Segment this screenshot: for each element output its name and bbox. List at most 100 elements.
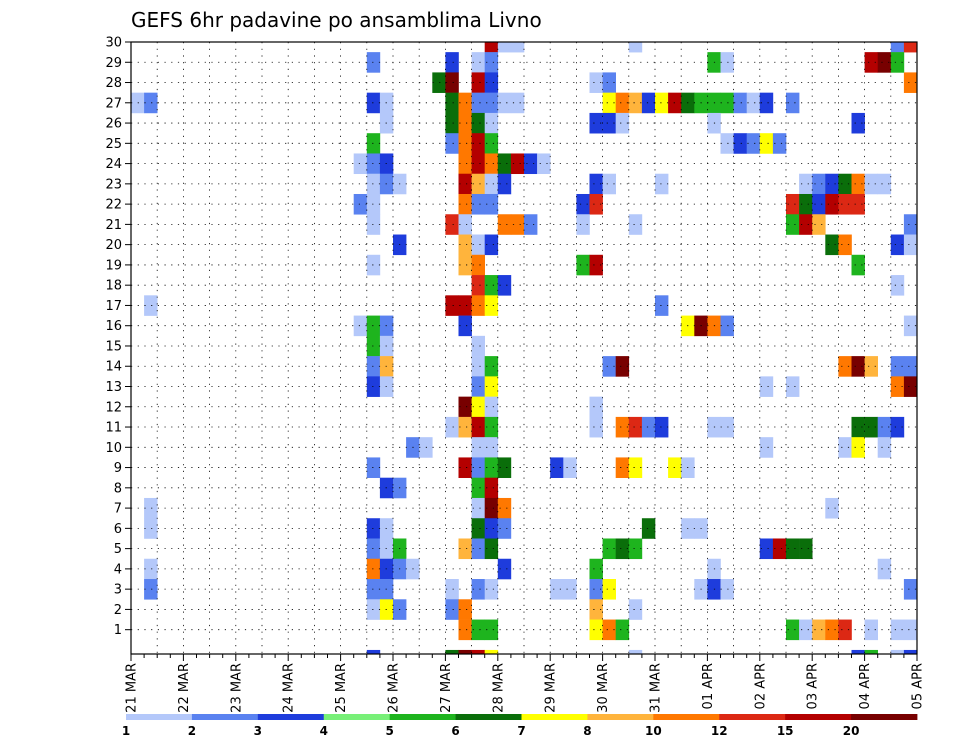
colorbar-swatch bbox=[323, 714, 391, 720]
heat-cell bbox=[851, 193, 865, 215]
heat-cell bbox=[903, 234, 918, 256]
heat-cell bbox=[864, 52, 878, 73]
heat-cell bbox=[471, 538, 485, 560]
heat-cell bbox=[144, 518, 158, 539]
y-tick-label: 1 bbox=[114, 623, 122, 638]
heat-cell bbox=[432, 72, 446, 93]
heat-cell bbox=[445, 72, 459, 93]
heat-cell bbox=[903, 315, 918, 337]
heat-cell bbox=[484, 538, 499, 560]
x-tick-label: 02 APR bbox=[753, 663, 768, 709]
heat-cell bbox=[877, 437, 892, 458]
heat-cell bbox=[366, 335, 381, 357]
heat-cell bbox=[838, 193, 852, 215]
heat-cell bbox=[366, 214, 381, 235]
y-tick-label: 26 bbox=[105, 117, 122, 132]
heat-cell bbox=[720, 579, 734, 600]
colorbar-label: 10 bbox=[645, 724, 662, 738]
heat-cell bbox=[720, 315, 734, 337]
x-tick-label: 30 MAR bbox=[596, 663, 611, 713]
heat-cell bbox=[641, 518, 656, 539]
x-tick-label: 27 MAR bbox=[439, 663, 454, 713]
heat-cell bbox=[471, 579, 485, 600]
x-tick-label: 01 APR bbox=[701, 663, 716, 709]
heat-cell bbox=[628, 599, 643, 620]
heat-cell bbox=[602, 579, 616, 600]
heat-cell bbox=[471, 437, 485, 458]
heat-cell bbox=[655, 416, 669, 438]
heat-cell bbox=[471, 477, 485, 499]
y-tick-label: 10 bbox=[105, 441, 122, 456]
heat-cell bbox=[366, 457, 381, 478]
plot-frame bbox=[130, 41, 918, 655]
heat-cell bbox=[772, 538, 787, 560]
y-tick-label: 12 bbox=[105, 400, 122, 415]
heat-cell bbox=[366, 92, 381, 114]
heat-cell bbox=[366, 315, 381, 337]
heat-cell bbox=[484, 376, 499, 397]
heat-cell bbox=[890, 619, 905, 641]
heat-cell bbox=[786, 214, 800, 235]
heat-cell bbox=[799, 193, 813, 215]
heat-cell bbox=[602, 538, 616, 560]
heat-cell bbox=[851, 649, 865, 655]
x-tick-label: 24 MAR bbox=[282, 663, 297, 713]
x-tick-label: 23 MAR bbox=[229, 663, 244, 713]
heat-cell bbox=[366, 579, 381, 600]
heat-cell bbox=[890, 42, 905, 53]
heat-cell bbox=[655, 92, 669, 114]
heat-cell bbox=[497, 214, 512, 235]
colorbar-label: 6 bbox=[451, 724, 459, 738]
heat-cell bbox=[602, 173, 616, 195]
heat-cell bbox=[838, 619, 852, 641]
heat-cell bbox=[366, 518, 381, 539]
y-tick-label: 7 bbox=[114, 502, 122, 517]
heat-cell bbox=[484, 153, 499, 175]
colorbar-label: 4 bbox=[320, 724, 328, 738]
y-tick-label: 14 bbox=[105, 360, 122, 375]
colorbar-label: 15 bbox=[777, 724, 794, 738]
heat-cell bbox=[458, 599, 472, 620]
heat-cell bbox=[458, 315, 472, 337]
heat-cell bbox=[458, 457, 472, 478]
heat-cell bbox=[576, 254, 590, 276]
heat-cell bbox=[838, 234, 852, 256]
heat-cell bbox=[589, 173, 603, 195]
heat-cell bbox=[458, 396, 472, 418]
heat-cell bbox=[851, 173, 865, 195]
heat-cell bbox=[602, 619, 616, 641]
heat-cell bbox=[484, 619, 499, 641]
heat-cell bbox=[471, 92, 485, 114]
heat-cell bbox=[445, 295, 459, 316]
colorbar-swatch bbox=[785, 714, 852, 720]
y-tick-label: 28 bbox=[105, 76, 122, 91]
heat-cell bbox=[537, 153, 551, 175]
heat-cell bbox=[615, 92, 630, 114]
heat-cell bbox=[903, 376, 918, 397]
heat-cell bbox=[484, 72, 499, 93]
colorbar-swatch bbox=[851, 714, 918, 720]
heat-cell bbox=[458, 153, 472, 175]
heat-cell bbox=[655, 173, 669, 195]
x-tick-label: 31 MAR bbox=[649, 663, 664, 713]
chart-title: GEFS 6hr padavine po ansamblima Livno bbox=[131, 8, 542, 32]
heat-cell bbox=[720, 92, 734, 114]
heat-cell bbox=[471, 356, 485, 377]
heat-cell bbox=[589, 416, 603, 438]
heat-cell bbox=[497, 173, 512, 195]
heat-cell bbox=[458, 193, 472, 215]
heat-cell bbox=[445, 52, 459, 73]
heat-cell bbox=[877, 52, 892, 73]
heat-cell bbox=[759, 437, 774, 458]
heat-cell bbox=[890, 275, 905, 296]
x-tick-label: 28 MAR bbox=[491, 663, 506, 713]
y-tick-label: 20 bbox=[105, 238, 122, 253]
y-tick-label: 13 bbox=[105, 380, 122, 395]
heat-cell bbox=[890, 376, 905, 397]
colorbar-swatch bbox=[587, 714, 654, 720]
heat-cell bbox=[484, 396, 499, 418]
heat-cell bbox=[497, 518, 512, 539]
heat-cell bbox=[510, 92, 525, 114]
heat-cell bbox=[471, 72, 485, 93]
heat-cell bbox=[458, 254, 472, 276]
